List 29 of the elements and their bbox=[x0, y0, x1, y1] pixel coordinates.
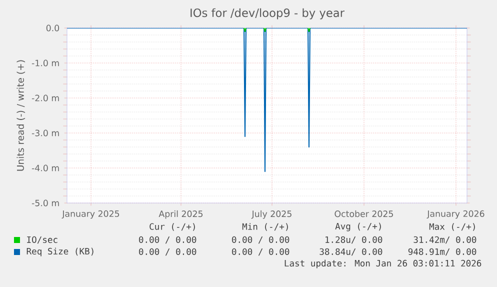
y-axis-title: Units read (-) / write (+) bbox=[16, 60, 26, 171]
text: Max (-/+) bbox=[429, 223, 475, 231]
text: Min (-/+) bbox=[242, 223, 288, 231]
text: Cur (-/+) bbox=[150, 223, 195, 231]
text: 0.00 / 0.00 bbox=[232, 236, 290, 244]
x-tick-label: January 2026 bbox=[426, 210, 484, 219]
text: Avg (-/+) bbox=[335, 222, 381, 232]
text: 0.00 / 0.00 bbox=[139, 236, 196, 244]
line-series bbox=[67, 28, 467, 172]
y-tick-label: -1.0 m bbox=[32, 60, 59, 66]
chart-title: IOs for /dev/loop9 - by year bbox=[190, 8, 344, 20]
text: 31.42m/ 0.00 bbox=[414, 236, 476, 244]
legend-label: Req Size (KB) bbox=[26, 248, 94, 256]
text: 38.84u/ 0.00 bbox=[320, 248, 382, 256]
text: 0.00 / 0.00 bbox=[139, 248, 196, 256]
text: 1.28u/ 0.00 bbox=[326, 236, 382, 244]
x-tick-label: October 2025 bbox=[334, 210, 393, 218]
y-tick-label: -3.0 m bbox=[32, 130, 59, 136]
x-tick-label: January 2025 bbox=[62, 210, 120, 219]
text: 0.00 / 0.00 bbox=[232, 248, 290, 256]
x-tick-label: April 2025 bbox=[158, 210, 203, 219]
y-tick-label: 0.0 bbox=[46, 24, 60, 32]
y-tick-label: -2.0 m bbox=[32, 94, 59, 102]
y-tick-label: -4.0 m bbox=[32, 164, 59, 172]
text: 948.91m/ 0.00 bbox=[408, 248, 476, 256]
legend-label: IO/sec bbox=[27, 236, 58, 244]
x-tick-label: July 2025 bbox=[251, 210, 292, 219]
y-tick-label: -5.0 m bbox=[32, 200, 59, 206]
text: Last update: Mon Jan 26 03:01:11 2026 bbox=[284, 260, 482, 268]
